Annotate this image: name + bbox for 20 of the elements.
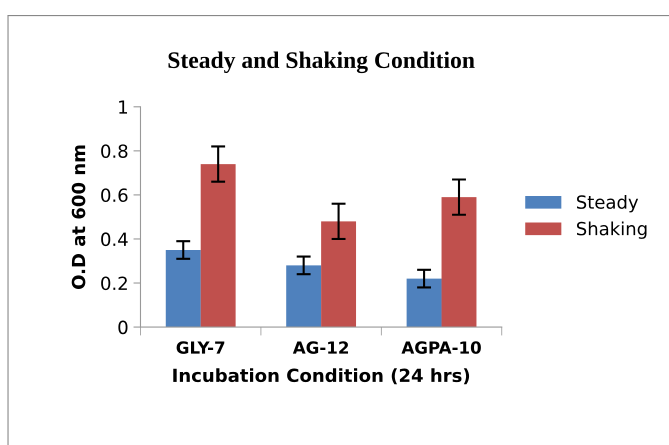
legend-label: Steady — [576, 194, 638, 212]
bar — [166, 250, 201, 328]
y-tick-label: 0 — [118, 320, 128, 334]
y-tick-label: 0.2 — [101, 276, 127, 290]
y-tick-label: 0.4 — [101, 232, 128, 246]
x-tick-label: AG-12 — [292, 341, 348, 354]
x-axis-title: Incubation Condition (24 hrs) — [173, 368, 470, 384]
x-tick-label: GLY-7 — [176, 341, 224, 354]
x-tick-label: AGPA-10 — [401, 341, 481, 354]
legend-label: Shaking — [576, 221, 646, 239]
y-tick-label: 0.8 — [101, 144, 128, 158]
bar — [442, 197, 476, 328]
bar — [321, 221, 356, 328]
y-tick-label: 1 — [119, 100, 128, 114]
chart-title: Steady and Shaking Condition — [168, 52, 475, 74]
bar — [200, 164, 236, 328]
bar — [286, 265, 322, 328]
y-axis-title: O.D at 600 nm — [72, 145, 86, 289]
y-tick-label: 0.6 — [101, 188, 128, 202]
bar — [406, 278, 442, 328]
